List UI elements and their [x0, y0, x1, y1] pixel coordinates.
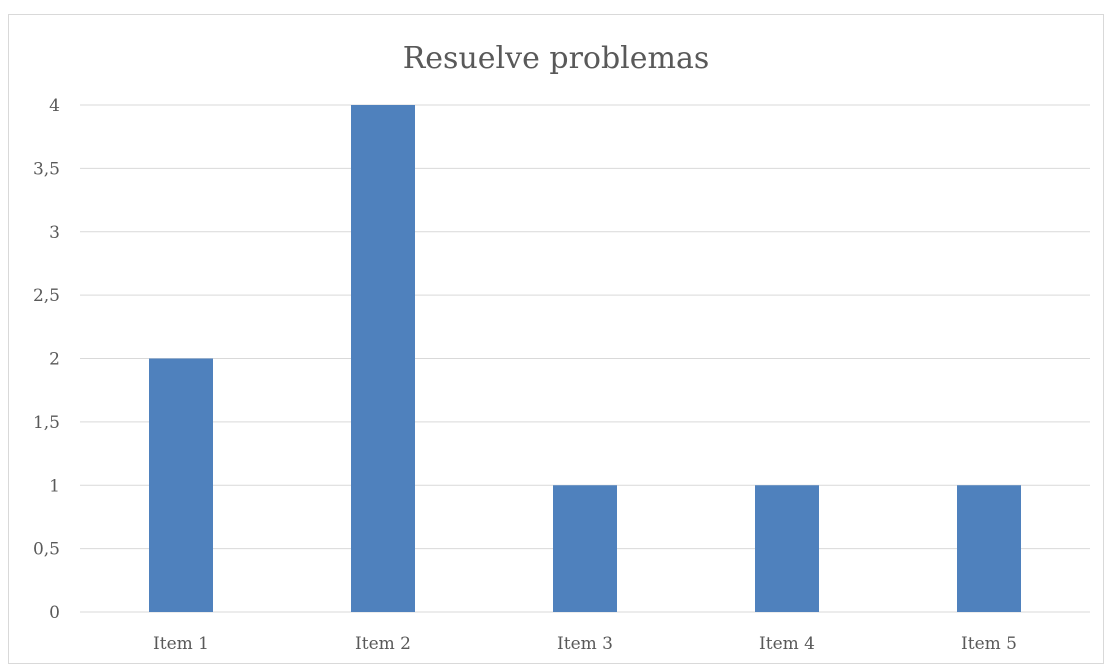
bar	[755, 485, 819, 612]
y-tick-label: 1	[49, 476, 60, 496]
y-tick-label: 2,5	[33, 286, 60, 306]
y-tick-label: 3	[49, 223, 60, 243]
bar	[351, 105, 415, 612]
y-tick-label: 4	[49, 96, 60, 116]
y-tick-label: 0	[49, 603, 60, 623]
x-tick-label: Item 1	[153, 634, 209, 654]
x-tick-label: Item 2	[355, 634, 411, 654]
bars	[149, 105, 1021, 612]
y-axis-tick-labels: 0 0,5 1 1,5 2 2,5 3 3,5 4	[33, 96, 60, 623]
x-axis-tick-labels: Item 1 Item 2 Item 3 Item 4 Item 5	[153, 634, 1017, 654]
x-tick-label: Item 5	[961, 634, 1017, 654]
bar	[957, 485, 1021, 612]
y-tick-label: 3,5	[33, 159, 60, 179]
y-tick-label: 1,5	[33, 413, 60, 433]
x-tick-label: Item 3	[557, 634, 613, 654]
chart-title: Resuelve problemas	[402, 41, 710, 76]
bar	[149, 358, 213, 612]
bar	[553, 485, 617, 612]
y-tick-label: 0,5	[33, 540, 60, 560]
y-tick-label: 2	[49, 350, 60, 370]
x-tick-label: Item 4	[759, 634, 815, 654]
